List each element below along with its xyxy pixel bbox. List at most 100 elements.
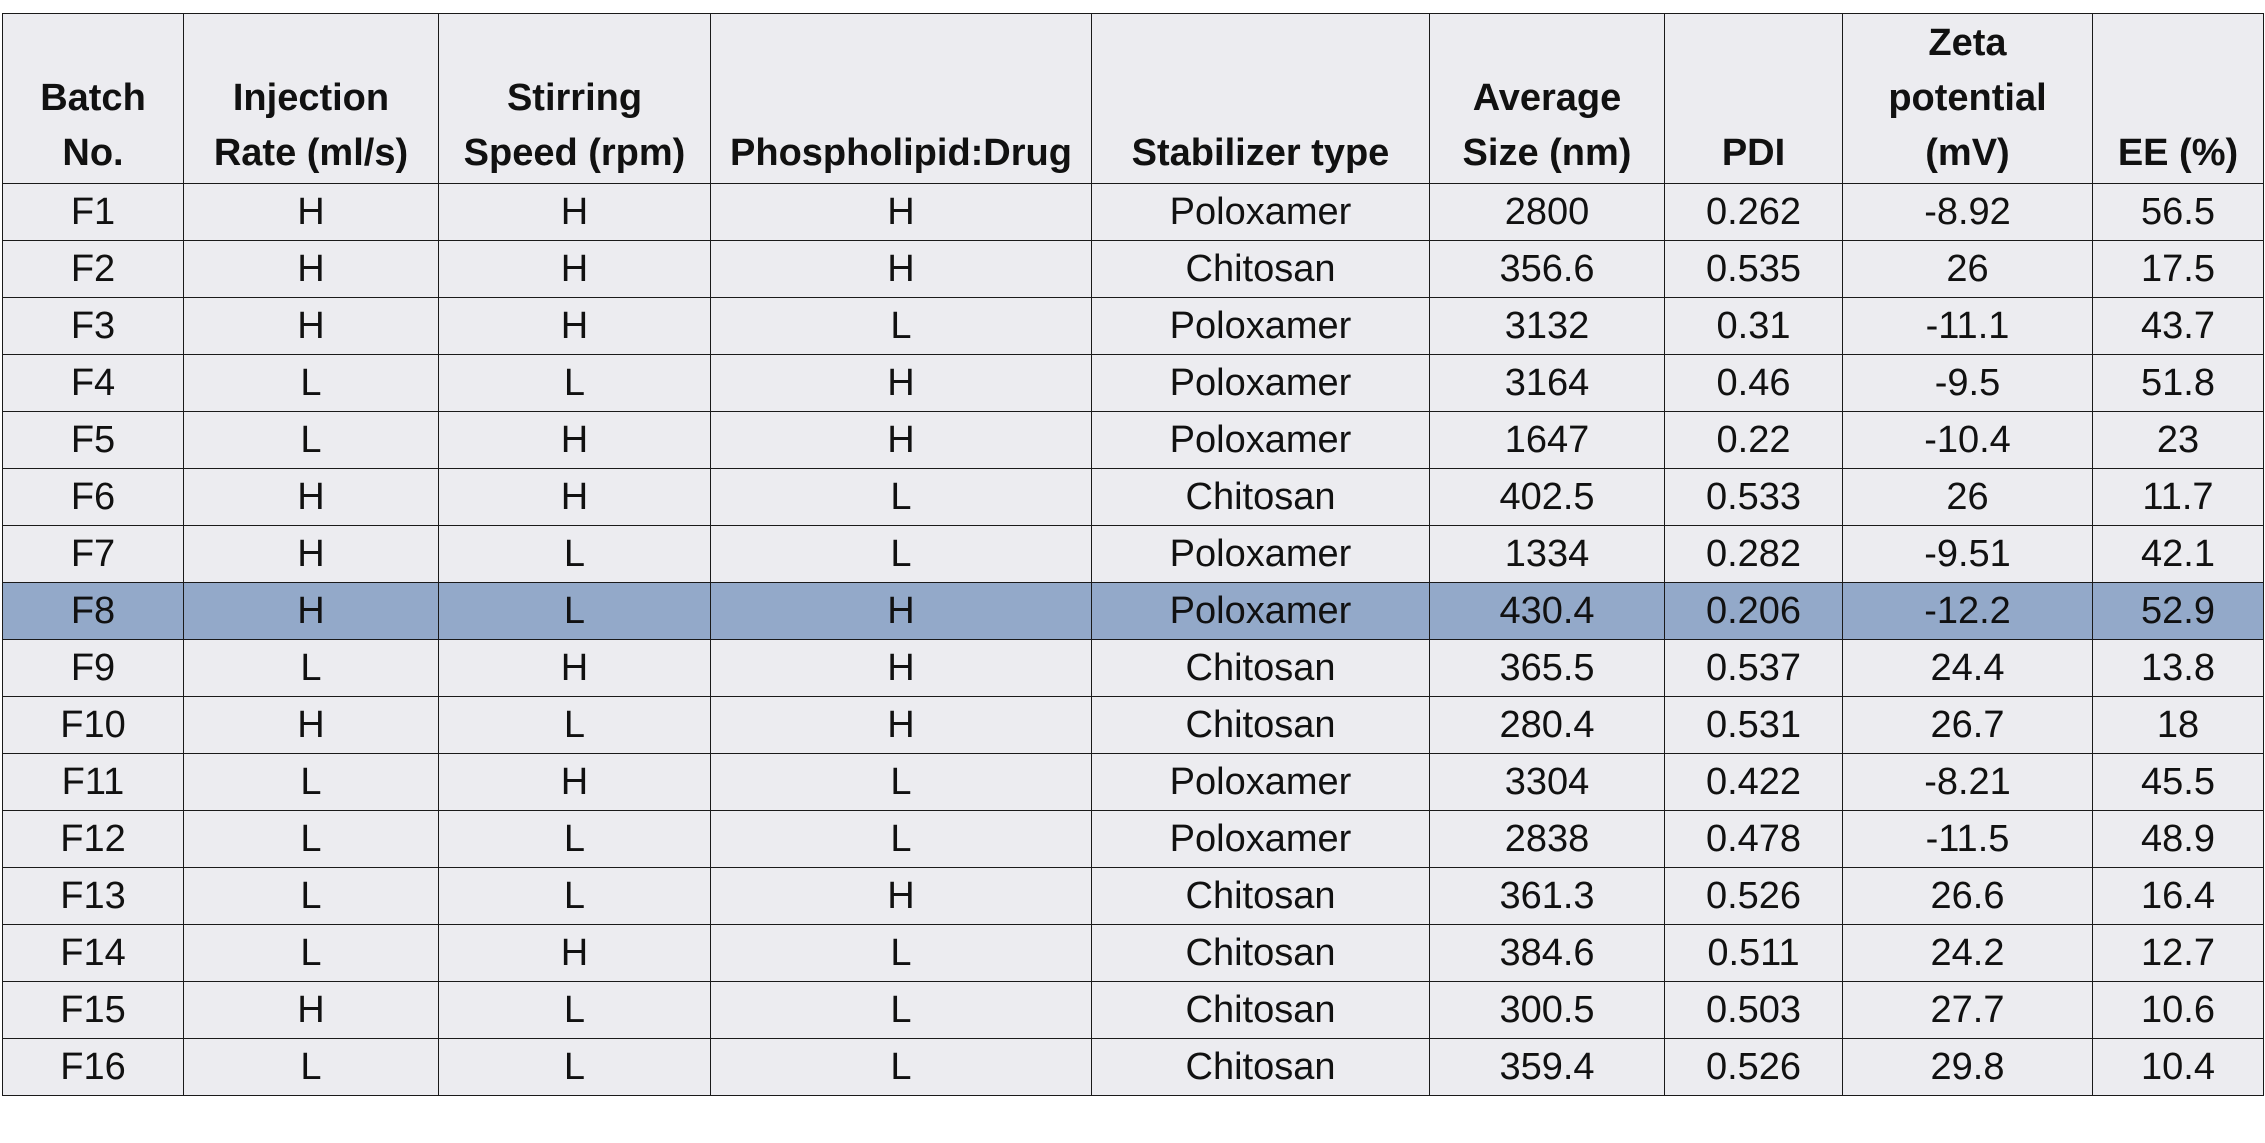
cell-ee: 18 bbox=[2092, 696, 2264, 754]
column-header-line: (mV) bbox=[1925, 132, 2010, 174]
cell-pdi: 0.511 bbox=[1664, 924, 1843, 982]
cell-pdi: 0.46 bbox=[1664, 354, 1843, 412]
table-row: F11 L H L Poloxamer 3304 0.422 -8.21 45.5 bbox=[2, 753, 2264, 811]
table-row-highlighted: F8 H L H Poloxamer 430.4 0.206 -12.2 52.9 bbox=[2, 582, 2264, 640]
table-row: F13 L L H Chitosan 361.3 0.526 26.6 16.4 bbox=[2, 867, 2264, 925]
cell-stirring-speed: H bbox=[438, 924, 711, 982]
table-row: F7 H L L Poloxamer 1334 0.282 -9.51 42.1 bbox=[2, 525, 2264, 583]
cell-zeta: -12.2 bbox=[1842, 582, 2093, 640]
cell-pdi: 0.531 bbox=[1664, 696, 1843, 754]
cell-pdi: 0.526 bbox=[1664, 867, 1843, 925]
column-header-line: PDI bbox=[1721, 132, 1786, 174]
cell-stabilizer: Poloxamer bbox=[1091, 354, 1430, 412]
cell-pdi: 0.503 bbox=[1664, 981, 1843, 1039]
cell-injection-rate: L bbox=[183, 411, 439, 469]
cell-zeta: 24.2 bbox=[1842, 924, 2093, 982]
cell-phospholipid-drug: H bbox=[710, 240, 1092, 298]
column-header-batch: Batch No. bbox=[2, 13, 184, 184]
cell-avg-size: 3304 bbox=[1429, 753, 1665, 811]
header-row: Batch No. Injection Rate (ml/s) Stirring Spee… bbox=[2, 13, 2264, 184]
table-row: F6 H H L Chitosan 402.5 0.533 26 11.7 bbox=[2, 468, 2264, 526]
cell-batch: F7 bbox=[2, 525, 184, 583]
cell-avg-size: 402.5 bbox=[1429, 468, 1665, 526]
cell-stirring-speed: L bbox=[438, 525, 711, 583]
cell-stirring-speed: L bbox=[438, 696, 711, 754]
cell-injection-rate: L bbox=[183, 1038, 439, 1096]
cell-batch: F12 bbox=[2, 810, 184, 868]
cell-batch: F10 bbox=[2, 696, 184, 754]
cell-injection-rate: H bbox=[183, 297, 439, 355]
cell-injection-rate: H bbox=[183, 696, 439, 754]
cell-stabilizer: Poloxamer bbox=[1091, 525, 1430, 583]
cell-avg-size: 365.5 bbox=[1429, 639, 1665, 697]
cell-phospholipid-drug: L bbox=[710, 525, 1092, 583]
cell-batch: F14 bbox=[2, 924, 184, 982]
cell-phospholipid-drug: H bbox=[710, 183, 1092, 241]
column-header-zeta: Zeta potential (mV) bbox=[1842, 13, 2093, 184]
cell-pdi: 0.262 bbox=[1664, 183, 1843, 241]
cell-pdi: 0.478 bbox=[1664, 810, 1843, 868]
cell-zeta: 29.8 bbox=[1842, 1038, 2093, 1096]
cell-zeta: 26 bbox=[1842, 468, 2093, 526]
cell-zeta: -10.4 bbox=[1842, 411, 2093, 469]
cell-avg-size: 300.5 bbox=[1429, 981, 1665, 1039]
table-row: F14 L H L Chitosan 384.6 0.511 24.2 12.7 bbox=[2, 924, 2264, 982]
cell-stabilizer: Poloxamer bbox=[1091, 183, 1430, 241]
cell-stabilizer: Chitosan bbox=[1091, 1038, 1430, 1096]
cell-pdi: 0.535 bbox=[1664, 240, 1843, 298]
cell-stirring-speed: H bbox=[438, 753, 711, 811]
cell-stirring-speed: H bbox=[438, 240, 711, 298]
cell-phospholipid-drug: H bbox=[710, 354, 1092, 412]
column-header-phospholipid-drug: Phospholipid:Drug bbox=[710, 13, 1092, 184]
cell-ee: 10.6 bbox=[2092, 981, 2264, 1039]
cell-batch: F6 bbox=[2, 468, 184, 526]
cell-avg-size: 3164 bbox=[1429, 354, 1665, 412]
column-header-ee: EE (%) bbox=[2092, 13, 2264, 184]
cell-stabilizer: Chitosan bbox=[1091, 468, 1430, 526]
column-header-avg-size: Average Size (nm) bbox=[1429, 13, 1665, 184]
column-header-line: Average bbox=[1472, 77, 1622, 119]
cell-phospholipid-drug: L bbox=[710, 753, 1092, 811]
cell-avg-size: 356.6 bbox=[1429, 240, 1665, 298]
cell-batch: F16 bbox=[2, 1038, 184, 1096]
cell-phospholipid-drug: L bbox=[710, 468, 1092, 526]
cell-phospholipid-drug: H bbox=[710, 411, 1092, 469]
cell-ee: 51.8 bbox=[2092, 354, 2264, 412]
cell-ee: 48.9 bbox=[2092, 810, 2264, 868]
cell-stabilizer: Poloxamer bbox=[1091, 810, 1430, 868]
cell-stabilizer: Poloxamer bbox=[1091, 297, 1430, 355]
table-row: F16 L L L Chitosan 359.4 0.526 29.8 10.4 bbox=[2, 1038, 2264, 1096]
cell-injection-rate: L bbox=[183, 753, 439, 811]
cell-injection-rate: L bbox=[183, 354, 439, 412]
cell-ee: 17.5 bbox=[2092, 240, 2264, 298]
cell-stirring-speed: H bbox=[438, 183, 711, 241]
cell-phospholipid-drug: H bbox=[710, 639, 1092, 697]
cell-batch: F3 bbox=[2, 297, 184, 355]
column-header-line: EE (%) bbox=[2117, 132, 2239, 174]
table-body: F1 H H H Poloxamer 2800 0.262 -8.92 56.5 F2 H H H Chi… bbox=[2, 183, 2264, 1096]
cell-stabilizer: Chitosan bbox=[1091, 639, 1430, 697]
cell-batch: F4 bbox=[2, 354, 184, 412]
cell-stirring-speed: L bbox=[438, 582, 711, 640]
cell-ee: 13.8 bbox=[2092, 639, 2264, 697]
cell-zeta: 26 bbox=[1842, 240, 2093, 298]
cell-phospholipid-drug: L bbox=[710, 297, 1092, 355]
cell-batch: F15 bbox=[2, 981, 184, 1039]
cell-stabilizer: Chitosan bbox=[1091, 981, 1430, 1039]
table-row: F12 L L L Poloxamer 2838 0.478 -11.5 48.9 bbox=[2, 810, 2264, 868]
cell-phospholipid-drug: H bbox=[710, 867, 1092, 925]
column-header-line: Phospholipid:Drug bbox=[730, 132, 1072, 174]
cell-stabilizer: Chitosan bbox=[1091, 240, 1430, 298]
column-header-line: potential bbox=[1888, 77, 2047, 119]
cell-zeta: -11.1 bbox=[1842, 297, 2093, 355]
column-header-line: Size (nm) bbox=[1462, 132, 1632, 174]
cell-pdi: 0.31 bbox=[1664, 297, 1843, 355]
cell-stirring-speed: L bbox=[438, 867, 711, 925]
cell-batch: F2 bbox=[2, 240, 184, 298]
column-header-line: No. bbox=[62, 132, 124, 174]
cell-pdi: 0.206 bbox=[1664, 582, 1843, 640]
cell-stabilizer: Poloxamer bbox=[1091, 753, 1430, 811]
cell-zeta: -11.5 bbox=[1842, 810, 2093, 868]
cell-stirring-speed: L bbox=[438, 810, 711, 868]
table-header: Batch No. Injection Rate (ml/s) Stirring Spee… bbox=[2, 13, 2264, 184]
